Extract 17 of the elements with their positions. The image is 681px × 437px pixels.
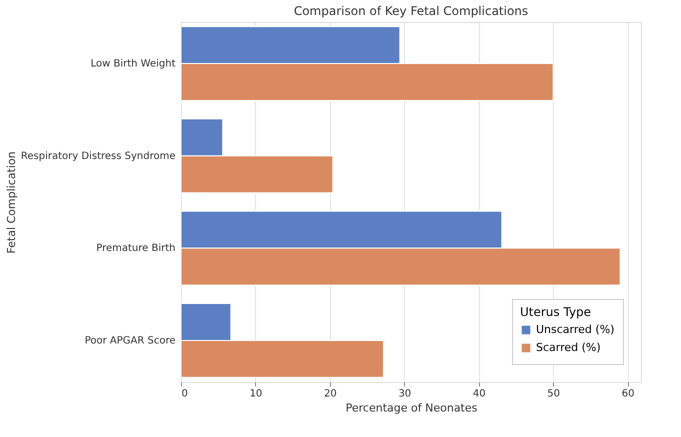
y-axis-title: Fetal Complication (4, 151, 18, 254)
legend-label: Unscarred (%) (536, 323, 614, 336)
y-tick-label: Poor APGAR Score (84, 335, 176, 346)
chart-title: Comparison of Key Fetal Complications (294, 4, 528, 18)
x-axis-title: Percentage of Neonates (346, 402, 478, 414)
x-tick-label: 0 (182, 388, 188, 400)
y-tick-label: Respiratory Distress Syndrome (20, 150, 176, 162)
x-tick-label: 20 (324, 388, 337, 400)
x-tick-label: 60 (622, 388, 634, 400)
legend-label: Scarred (%) (536, 341, 601, 354)
legend-title: Uterus Type (520, 305, 592, 319)
x-tick-label: 40 (472, 388, 486, 400)
y-tick-label: Premature Birth (96, 243, 176, 254)
x-tick-label: 30 (398, 388, 412, 400)
x-tick-label: 10 (250, 388, 262, 400)
y-tick-label: Low Birth Weight (90, 58, 176, 70)
x-tick-label: 50 (547, 388, 560, 400)
